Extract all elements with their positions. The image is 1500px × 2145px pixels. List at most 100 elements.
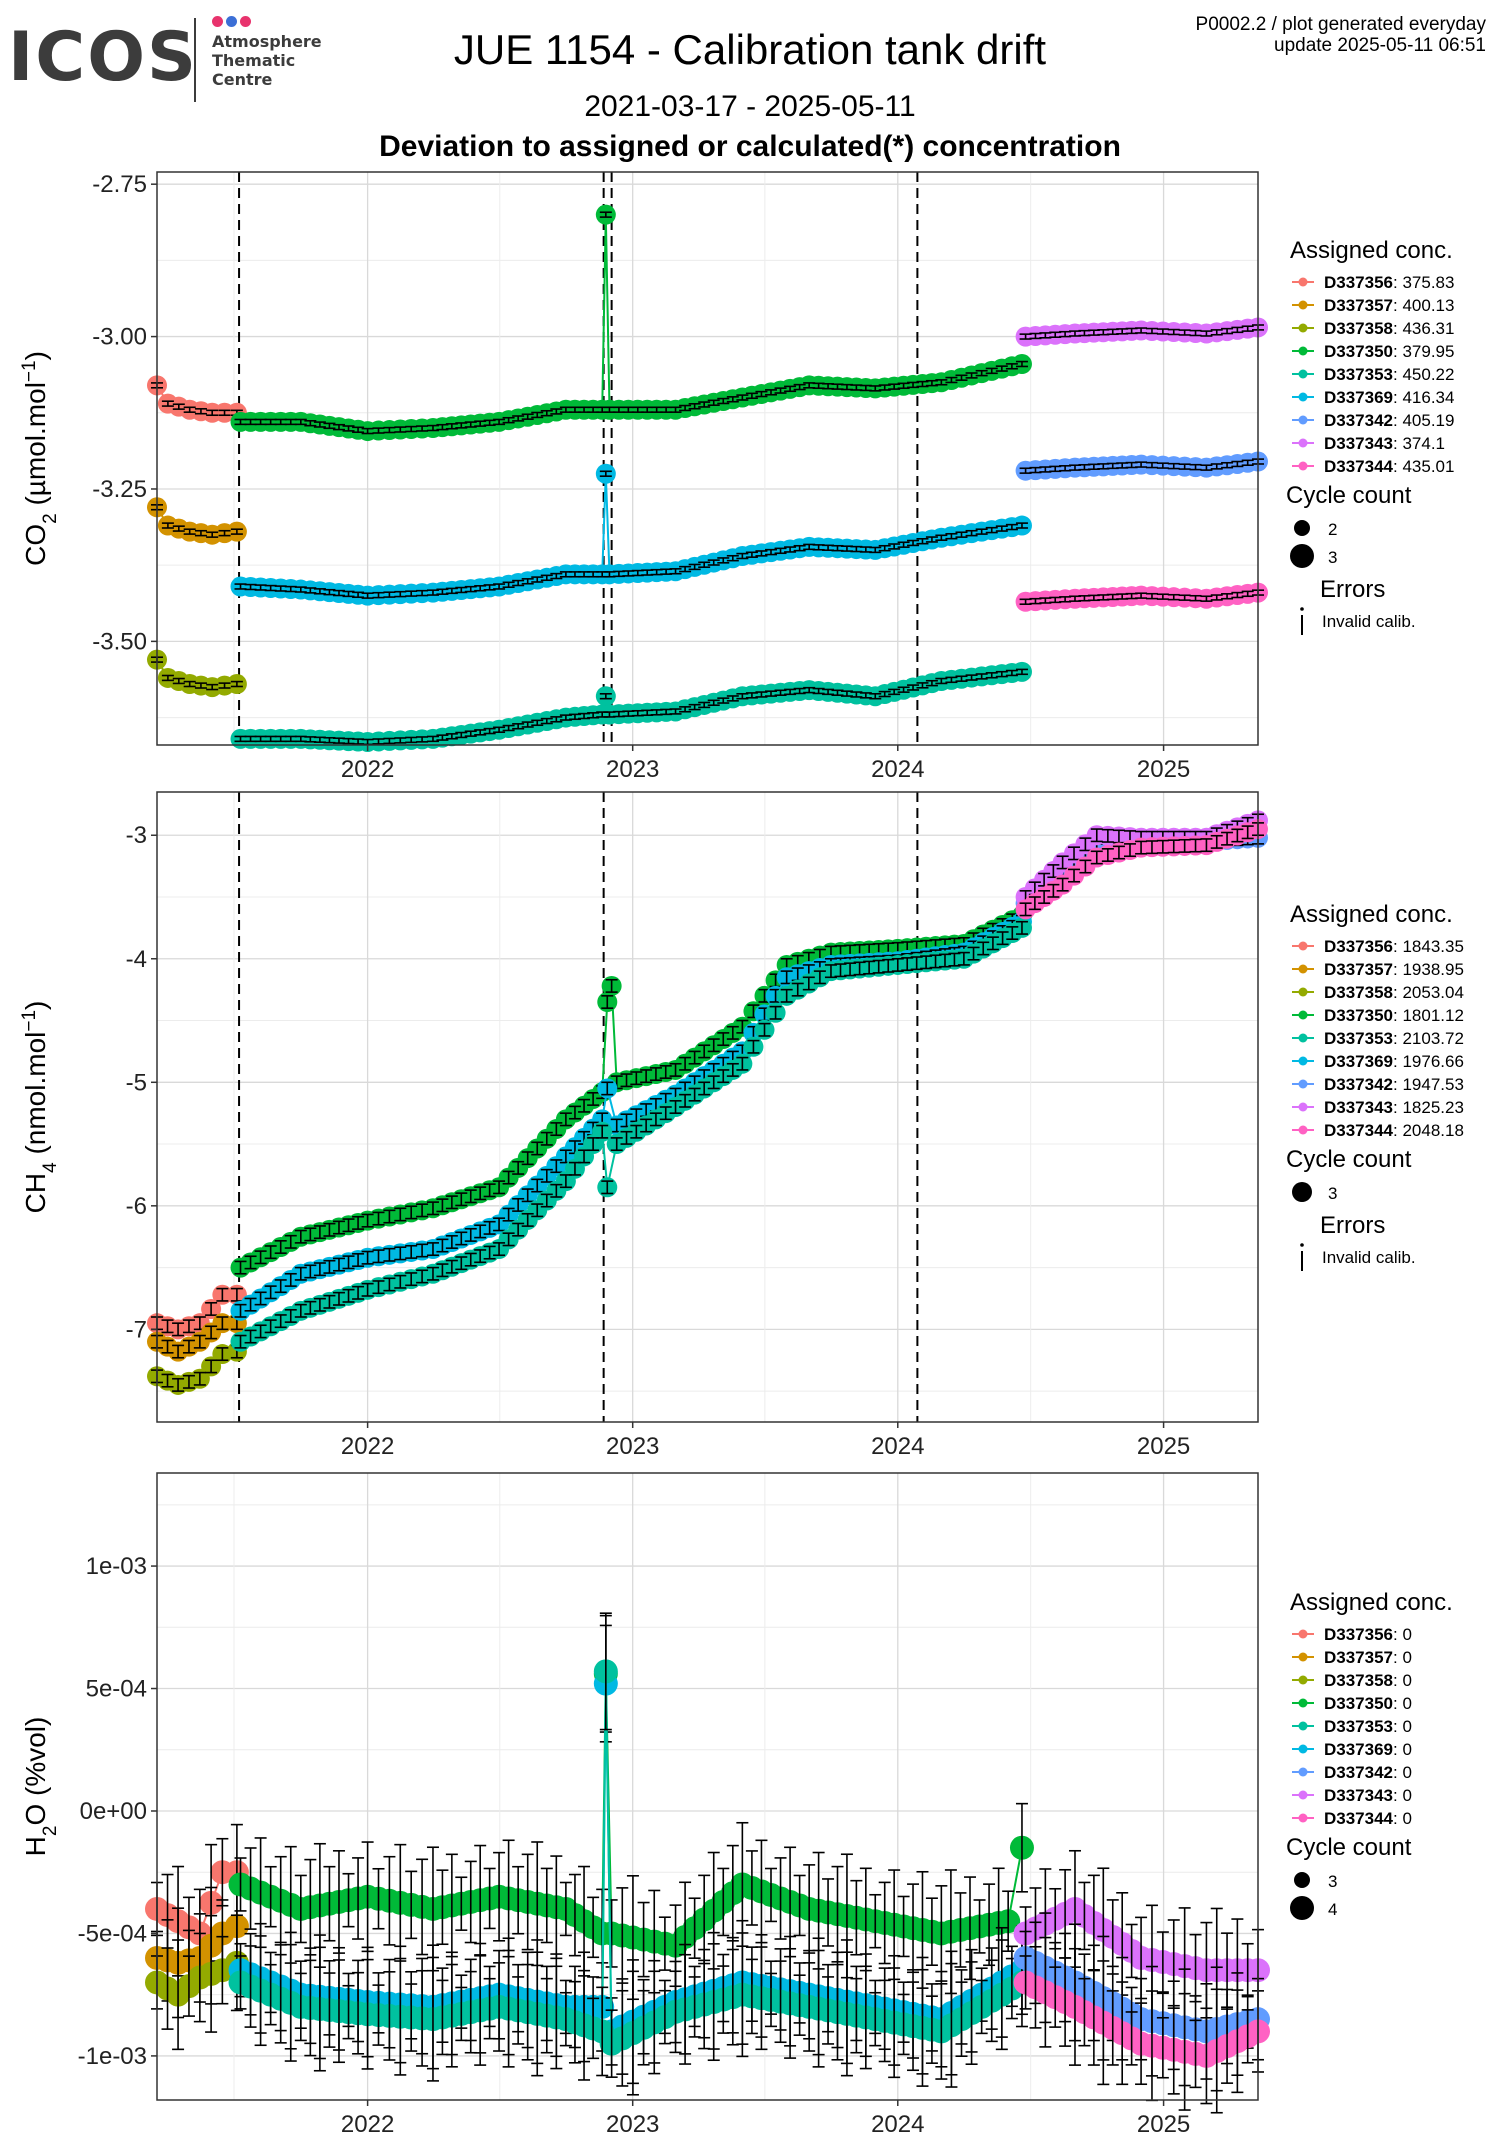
legend-tank: D337369 (1324, 1052, 1393, 1071)
y-axis-label: H2O (%vol) (20, 1717, 61, 1857)
legend-key-point (1298, 1652, 1308, 1662)
x-tick-label: 2024 (871, 2111, 924, 2138)
legend-value: : 0 (1393, 1648, 1412, 1667)
cycle-title: Cycle count (1286, 482, 1412, 509)
header: ICOS Atmosphere Thematic Centre JUE 1154… (0, 0, 1500, 170)
legend-entry: D337356: 1843.35 (1324, 937, 1464, 956)
legend-value: : 0 (1393, 1717, 1412, 1736)
legend-key-point (1298, 1813, 1308, 1823)
y-axis-label: CH4 (nmol.mol−1) (19, 1001, 61, 1214)
legend-key-point (1298, 941, 1308, 951)
legend-key-point (1298, 461, 1308, 471)
legend-tank: D337369 (1324, 1740, 1393, 1759)
legend-entry: D337350: 1801.12 (1324, 1006, 1464, 1025)
legend-entry: D337353: 0 (1324, 1717, 1412, 1736)
series-D337369 (230, 911, 1032, 1321)
y-label-sub: 2 (40, 1826, 61, 1837)
legend-value: : 1843.35 (1393, 937, 1464, 956)
y-label-sup: −1 (19, 1010, 40, 1032)
y-tick-label: 1e-03 (86, 1553, 147, 1580)
legend-value: : 1976.66 (1393, 1052, 1464, 1071)
y-tick-label: -3 (126, 822, 147, 849)
logo-divider (194, 18, 196, 102)
y-tick-label: 0e+00 (80, 1798, 147, 1825)
series-D337350 (228, 1614, 1034, 2001)
panel-border (156, 791, 1259, 1423)
legend-value: : 375.83 (1393, 273, 1454, 292)
legend-key-point (1298, 300, 1308, 310)
legend-entry: D337358: 2053.04 (1324, 983, 1464, 1002)
logo-dots (212, 14, 254, 32)
y-tick-label: -1e-03 (78, 2043, 147, 2070)
legend-tank: D337350 (1324, 1694, 1393, 1713)
legend-key-point (1298, 1790, 1308, 1800)
legend-entry: D337353: 2103.72 (1324, 1029, 1464, 1048)
legend-tank: D337358 (1324, 319, 1393, 338)
cycle-key (1290, 544, 1314, 568)
y-label-main: CH (20, 1173, 51, 1213)
panel-border (156, 1472, 1259, 2101)
logo-dot (212, 16, 223, 27)
legend-tank: D337357 (1324, 296, 1393, 315)
legend-key-point (1298, 415, 1308, 425)
legend-tank: D337344 (1324, 1809, 1394, 1828)
cycle-label: 4 (1328, 1900, 1337, 1919)
legend-tank: D337343 (1324, 434, 1393, 453)
x-tick-label: 2023 (606, 2111, 659, 2138)
y-tick-label: -5e-04 (78, 1920, 147, 1947)
legend-key-point (1298, 1079, 1308, 1089)
legend-entry: D337344: 2048.18 (1324, 1121, 1464, 1140)
cycle-title: Cycle count (1286, 1146, 1412, 1173)
x-tick-label: 2024 (871, 1433, 924, 1460)
cycle-title: Cycle count (1286, 1834, 1412, 1861)
series-D337369 (230, 463, 1032, 606)
legend-entry: D337350: 0 (1324, 1694, 1412, 1713)
chart-subtitle: Deviation to assigned or calculated(*) c… (379, 130, 1121, 163)
legend-entry: D337357: 400.13 (1324, 296, 1454, 315)
legend-value: : 374.1 (1393, 434, 1445, 453)
panel-ch4: -3 -4 -5 -6 -7 2022 2023 2024 2025 CH4 (nmol.mol−… (19, 791, 1464, 1460)
legend-key-point (1298, 1102, 1308, 1112)
legend-tank: D337342 (1324, 1763, 1393, 1782)
legend-title: Assigned conc. (1290, 237, 1453, 264)
legend-tank: D337357 (1324, 1648, 1393, 1667)
legend-entry: D337357: 0 (1324, 1648, 1412, 1667)
legend-key-point (1298, 392, 1308, 402)
legend-tank: D337344 (1324, 1121, 1394, 1140)
legend-key-point (1298, 1629, 1308, 1639)
legend-key-point (1298, 1125, 1308, 1135)
series-D337344 (1015, 819, 1268, 920)
legend-key-point (1298, 1698, 1308, 1708)
series-D337358 (147, 649, 247, 698)
legend-tank: D337344 (1324, 457, 1394, 476)
y-tick-label: -3.00 (92, 324, 147, 351)
legend-value: : 0 (1393, 1740, 1412, 1759)
y-tick-label: 5e-04 (86, 1676, 147, 1703)
y-label-main: CO (20, 524, 51, 566)
logo-sub-line: Thematic (212, 51, 296, 70)
legend-value: : 0 (1393, 1625, 1412, 1644)
series-D337353 (228, 1612, 1034, 2096)
legend-entry: D337342: 405.19 (1324, 411, 1454, 430)
corner-line-2: update 2025-05-11 06:51 (1274, 35, 1486, 56)
y-label-sub: 2 (40, 513, 61, 524)
legend-value: : 1947.53 (1393, 1075, 1464, 1094)
x-tick-label: 2025 (1137, 1433, 1190, 1460)
series-line (240, 214, 1023, 433)
series-D337357 (147, 497, 247, 545)
legend-value: : 2048.18 (1393, 1121, 1464, 1140)
legend-value: : 2053.04 (1393, 983, 1464, 1002)
legend-entry: D337356: 375.83 (1324, 273, 1454, 292)
y-label-sub: 4 (40, 1162, 61, 1173)
x-tick-label: 2024 (871, 756, 924, 783)
legend-value: : 400.13 (1393, 296, 1454, 315)
legend-value: : 2103.72 (1393, 1029, 1464, 1048)
legend-key-point (1298, 1675, 1308, 1685)
y-tick-label: -4 (126, 946, 147, 973)
y-tick-label: -3.25 (92, 476, 147, 503)
legend-tank: D337343 (1324, 1786, 1393, 1805)
legend-entry: D337343: 374.1 (1324, 434, 1445, 453)
corner-line-1: P0002.2 / plot generated everyday (1195, 14, 1486, 35)
